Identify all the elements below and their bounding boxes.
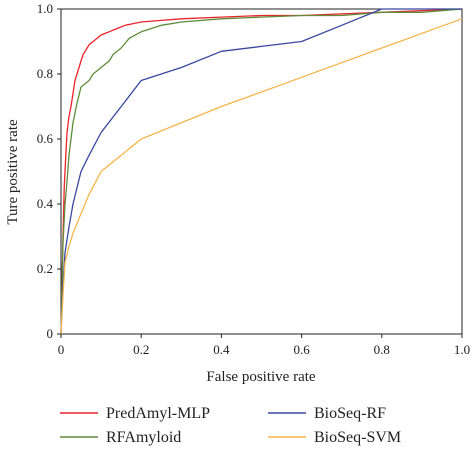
tick-layer: 0 0.2 0.4 0.6 0.8 1.0 0 0.2 0.4 0.6 0.8 1.0 bbox=[37, 1, 470, 357]
series-layer bbox=[60, 8, 463, 335]
y-tick-label: 1.0 bbox=[37, 1, 53, 16]
legend-label-bioseq-svm: BioSeq-SVM bbox=[314, 429, 401, 446]
x-tick-label: 0.4 bbox=[213, 342, 230, 357]
x-tick-label: 0.6 bbox=[293, 342, 310, 357]
plot-frame bbox=[60, 8, 463, 335]
x-tick-label: 0 bbox=[58, 342, 65, 357]
y-axis-label: Ture positive rate bbox=[5, 119, 21, 225]
series-line-bioseq-rf bbox=[60, 8, 462, 335]
series-line-rfamyloid bbox=[60, 8, 463, 335]
x-tick-label: 0.2 bbox=[133, 342, 149, 357]
x-tick-label: 1.0 bbox=[454, 342, 470, 357]
series-line-bioseq-svm bbox=[60, 18, 463, 335]
legend: PredAmyl-MLP RFAmyloid BioSeq-RF BioSeq-SVM bbox=[60, 405, 401, 446]
x-tick-label: 0.8 bbox=[374, 342, 390, 357]
legend-label-rfamyloid: RFAmyloid bbox=[106, 429, 181, 446]
y-tick-label: 0 bbox=[47, 326, 54, 341]
x-axis-label: False positive rate bbox=[206, 369, 315, 385]
y-tick-label: 0.6 bbox=[37, 131, 54, 146]
y-tick-label: 0.8 bbox=[37, 66, 53, 81]
y-tick-label: 0.4 bbox=[37, 196, 54, 211]
legend-label-bioseq-rf: BioSeq-RF bbox=[314, 405, 386, 422]
legend-label-predamyl-mlp: PredAmyl-MLP bbox=[106, 405, 210, 422]
y-tick-label: 0.2 bbox=[37, 261, 53, 276]
series-line-predamyl-mlp bbox=[60, 8, 463, 335]
